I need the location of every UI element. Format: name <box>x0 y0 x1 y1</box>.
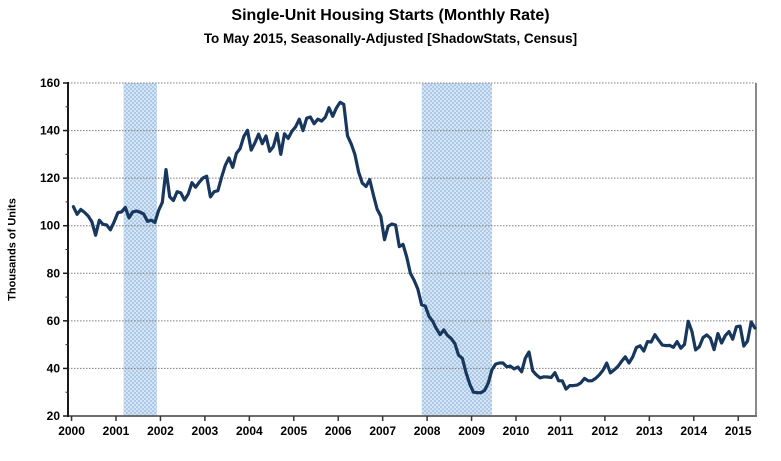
x-tick-label: 2000 <box>58 424 85 438</box>
axes-layer <box>63 82 757 421</box>
y-tick-label: 160 <box>40 76 60 90</box>
y-tick-label: 80 <box>47 266 61 280</box>
x-tick-label: 2004 <box>236 424 263 438</box>
x-tick-label: 2011 <box>547 424 573 438</box>
recession-band <box>421 83 492 416</box>
x-tick-label: 2007 <box>369 424 396 438</box>
x-tick-label: 2012 <box>592 424 619 438</box>
x-tick-label: 2005 <box>280 424 307 438</box>
x-tick-label: 2009 <box>458 424 485 438</box>
x-tick-label: 2015 <box>725 424 752 438</box>
recession-bands-layer <box>123 83 492 416</box>
x-tick-label: 2003 <box>192 424 219 438</box>
x-tick-label: 2001 <box>103 424 130 438</box>
recession-band <box>123 83 157 416</box>
gridlines-layer <box>68 82 756 369</box>
data-line <box>71 100 757 395</box>
y-tick-label: 20 <box>47 409 61 423</box>
x-tick-label: 2006 <box>325 424 352 438</box>
x-tick-label: 2010 <box>503 424 530 438</box>
chart-subtitle: To May 2015, Seasonally-Adjusted [Shadow… <box>203 31 578 46</box>
x-tick-label: 2002 <box>147 424 174 438</box>
chart-title: Single-Unit Housing Starts (Monthly Rate… <box>231 7 550 24</box>
x-tick-label: 2008 <box>414 424 441 438</box>
x-tick-label: 2013 <box>636 424 663 438</box>
y-tick-label: 40 <box>47 361 61 375</box>
y-tick-label: 140 <box>40 124 60 138</box>
y-tick-label: 120 <box>40 171 60 185</box>
data-line-layer <box>71 100 757 395</box>
x-tick-label: 2014 <box>680 424 707 438</box>
y-tick-label: 60 <box>47 314 61 328</box>
y-tick-label: 100 <box>40 219 60 233</box>
axis-labels-layer: 20 40 60 80 100 120 140 160 2000 2001 2002 2003 2004… <box>40 76 752 438</box>
